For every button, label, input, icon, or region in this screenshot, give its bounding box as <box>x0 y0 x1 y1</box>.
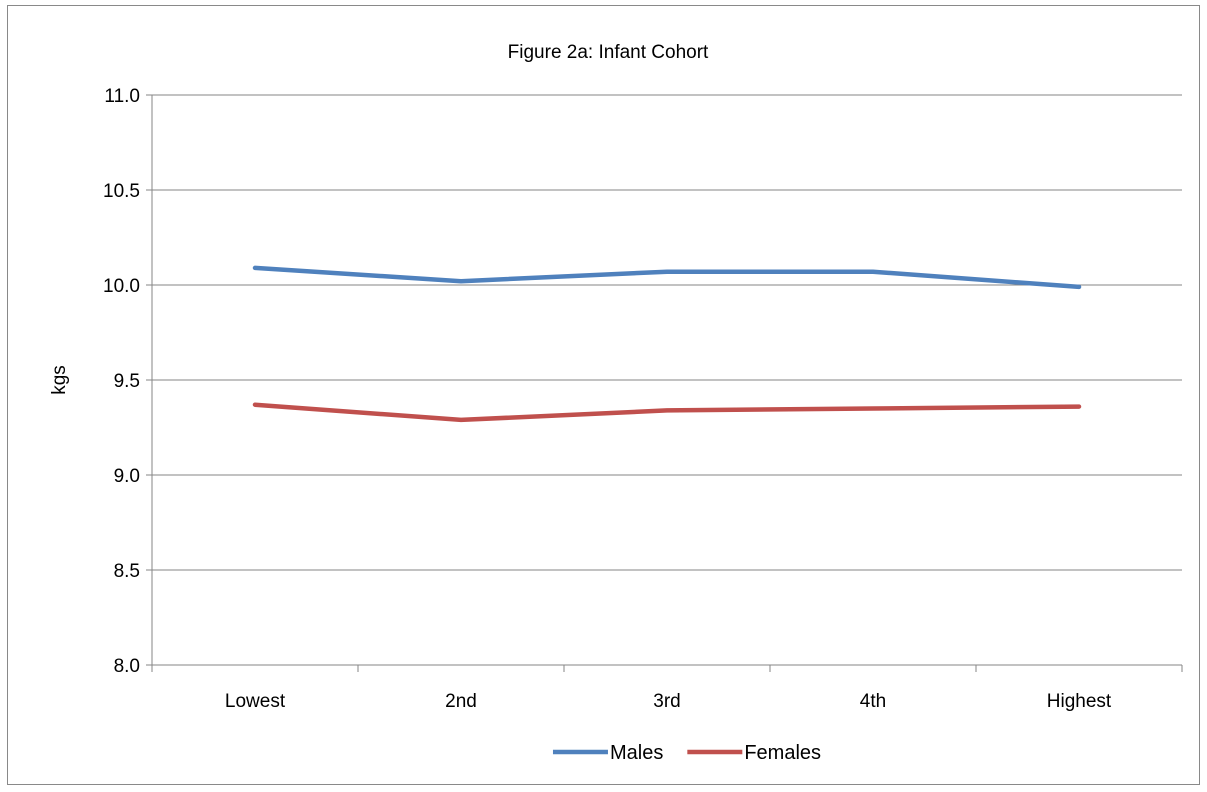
y-tick-label: 9.0 <box>114 466 140 487</box>
legend-item-females: Females <box>687 742 821 764</box>
legend-item-males: Males <box>552 742 663 764</box>
axes <box>146 94 1183 672</box>
legend-label: Females <box>744 742 821 764</box>
y-tick-label: 11.0 <box>104 86 140 107</box>
y-tick-label: 8.5 <box>114 561 140 582</box>
y-axis-title: kgs <box>49 365 70 395</box>
x-tick-labels: Lowest 2nd 3rd 4th Highest <box>225 691 1112 712</box>
y-tick-label: 10.0 <box>103 276 140 297</box>
y-tick-label: 8.0 <box>114 656 140 677</box>
series-line-females <box>252 402 1082 423</box>
y-tick-label: 10.5 <box>103 181 140 202</box>
chart-title: Figure 2a: Infant Cohort <box>508 42 709 63</box>
x-tick-label: 4th <box>860 691 886 712</box>
chart-area <box>7 5 1200 785</box>
gridlines <box>152 94 1182 571</box>
legend-label: Males <box>610 742 663 764</box>
x-tick-label: 2nd <box>445 691 477 712</box>
series-line-males <box>252 265 1082 290</box>
series-lines <box>252 265 1082 423</box>
legend: Males Females <box>552 742 821 764</box>
x-tick-label: Lowest <box>225 691 286 712</box>
y-tick-label: 9.5 <box>114 371 140 392</box>
x-tick-label: Highest <box>1047 691 1112 712</box>
y-tick-labels: 8.0 8.5 9.0 9.5 10.0 10.5 11.0 <box>103 86 140 677</box>
x-tick-label: 3rd <box>653 691 680 712</box>
